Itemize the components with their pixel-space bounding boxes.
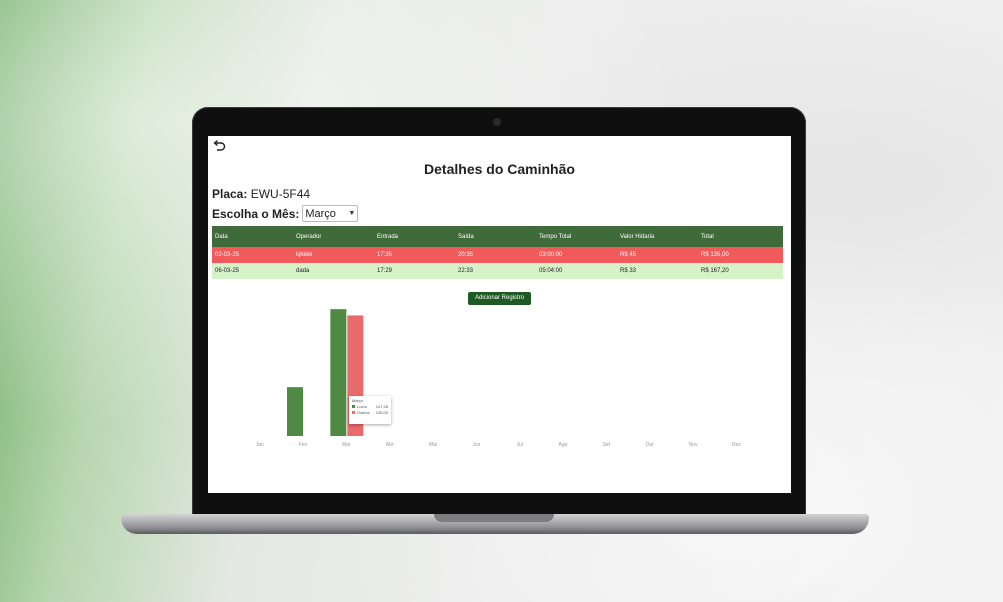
table-cell: 05:04:00 xyxy=(539,268,563,274)
chart-tooltip: Março Lucro 147,28 Gastos 135,00 xyxy=(349,396,391,424)
camera-icon xyxy=(493,118,501,126)
month-select[interactable]: Março ▼ xyxy=(302,205,359,222)
tooltip-row: Gastos 135,00 xyxy=(352,410,388,415)
table-cell: 20:35 xyxy=(458,252,474,258)
month-label: Escolha o Mês: xyxy=(212,206,300,221)
header-cell: Valor Hidaria xyxy=(620,233,655,240)
chevron-down-icon: ▼ xyxy=(348,210,356,217)
tooltip-series-name: Lucro xyxy=(357,404,368,409)
tooltip-series-value: 135,00 xyxy=(375,410,388,415)
table-cell: 17:29 xyxy=(377,268,393,274)
tooltip-title: Março xyxy=(352,398,364,403)
add-record-button[interactable]: Adicionar Registro xyxy=(468,292,532,305)
header-cell: Total xyxy=(701,233,714,240)
table-cell: 03:00:00 xyxy=(539,252,563,258)
table-row[interactable]: 02-03-25 kjkkkk 17:35 20:35 03:00:00 R$ … xyxy=(212,247,783,263)
tooltip-row: Lucro 147,28 xyxy=(352,404,388,409)
month-row: Escolha o Mês: Março ▼ xyxy=(212,205,359,222)
header-cell: Entrada xyxy=(377,233,399,240)
plate-label: Placa: xyxy=(212,187,248,201)
x-tick-label: Dez xyxy=(732,442,741,448)
laptop-screen: Detalhes do Caminhão Placa: EWU-5F44 Esc… xyxy=(208,136,791,493)
x-tick-label: Jan xyxy=(256,442,264,448)
tooltip-swatch-lucro xyxy=(352,405,355,408)
x-tick-label: Out xyxy=(646,442,655,448)
table-cell: 06-03-25 xyxy=(215,268,240,274)
table-cell: R$ 167,20 xyxy=(701,268,729,274)
plate-row: Placa: EWU-5F44 xyxy=(212,187,310,201)
table-cell: 22:33 xyxy=(458,268,474,274)
tooltip-series-name: Gastos xyxy=(357,410,370,415)
header-cell: Data xyxy=(215,233,228,240)
page-title: Detalhes do Caminhão xyxy=(424,161,575,177)
table-row[interactable]: 06-03-25 dada 17:29 22:33 05:04:00 R$ 33… xyxy=(212,263,783,279)
bar-chart-svg: Jan Fev Mar Abr Mai Jun Jul Ago Set Out Nov Dez xyxy=(256,309,741,448)
header-cell: Saída xyxy=(458,233,474,240)
x-tick-label: Jun xyxy=(472,442,480,448)
table-cell: R$ 45 xyxy=(620,252,637,258)
x-tick-label: Ago xyxy=(559,442,568,448)
table-cell: 17:35 xyxy=(377,252,393,258)
x-tick-label: Set xyxy=(603,442,611,448)
x-tick-label: Abr xyxy=(386,442,394,448)
back-arrow-icon[interactable] xyxy=(211,138,227,154)
table-cell: R$ 135,00 xyxy=(701,252,729,258)
laptop-notch xyxy=(434,514,554,522)
tooltip-swatch-gastos xyxy=(352,411,355,414)
plate-value: EWU-5F44 xyxy=(250,187,311,201)
monthly-chart: Jan Fev Mar Abr Mai Jun Jul Ago Set Out Nov Dez Mar… xyxy=(208,306,791,493)
laptop-lid: Detalhes do Caminhão Placa: EWU-5F44 Esc… xyxy=(192,107,806,517)
laptop-base xyxy=(121,514,869,534)
x-tick-label: Mai xyxy=(429,442,437,448)
table-cell: kjkkkk xyxy=(296,252,313,258)
bar-lucro-mar[interactable] xyxy=(330,309,347,436)
header-cell: Tempo Total xyxy=(539,233,572,240)
tooltip-series-value: 147,28 xyxy=(375,404,388,409)
table-header: Data Operador Entrada Saída Tempo Total … xyxy=(212,226,783,247)
table-cell: 02-03-25 xyxy=(215,252,240,258)
records-table: Data Operador Entrada Saída Tempo Total … xyxy=(212,226,783,279)
header-cell: Operador xyxy=(296,233,322,240)
x-tick-label: Mar xyxy=(342,442,351,448)
table-cell: R$ 33 xyxy=(620,268,637,274)
month-select-value: Março xyxy=(305,207,336,220)
x-tick-label: Nov xyxy=(689,442,698,448)
table-cell: dada xyxy=(296,268,310,274)
bar-lucro-fev[interactable] xyxy=(287,387,303,436)
x-tick-label: Fev xyxy=(299,442,308,448)
x-tick-label: Jul xyxy=(516,442,522,448)
